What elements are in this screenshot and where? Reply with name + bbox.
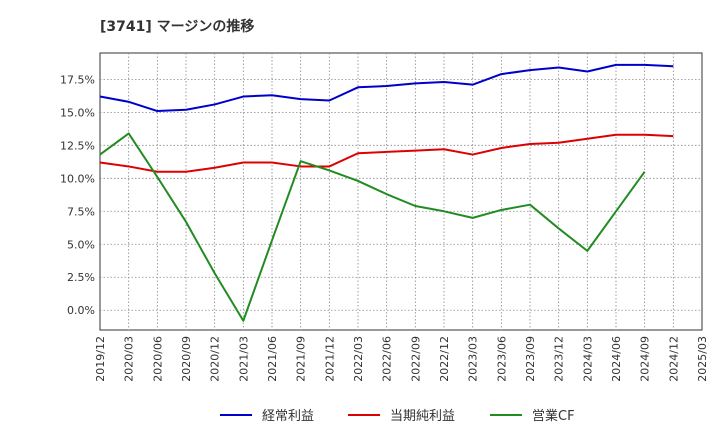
x-tick-label: 2021/03 <box>237 336 250 382</box>
plot-area <box>99 52 703 331</box>
x-tick-label: 2020/06 <box>151 336 164 382</box>
y-tick-label: 7.5% <box>67 205 95 218</box>
series-line-2 <box>99 132 646 322</box>
y-tick-label: 10.0% <box>60 172 95 185</box>
y-tick-label: 5.0% <box>67 238 95 251</box>
y-tick-label: 17.5% <box>60 73 95 86</box>
x-tick-label: 2025/03 <box>696 336 709 382</box>
x-tick-label: 2020/12 <box>209 336 222 382</box>
x-tick-label: 2024/03 <box>581 336 594 382</box>
y-axis-ticks: 0.0% 2.5% 5.0% 7.5% 10.0% 12.5% 15.0% 17.5% <box>60 73 95 317</box>
y-tick-label: 12.5% <box>60 139 95 152</box>
y-tick-label: 15.0% <box>60 106 95 119</box>
x-tick-label: 2022/09 <box>409 336 422 382</box>
x-tick-label: 2019/12 <box>94 336 107 382</box>
x-tick-label: 2023/12 <box>553 336 566 382</box>
x-tick-label: 2020/09 <box>180 336 193 382</box>
grid-lines <box>100 53 702 330</box>
x-tick-label: 2022/12 <box>438 336 451 382</box>
chart-title: [3741] マージンの推移 <box>100 18 254 35</box>
legend-label: 営業CF <box>532 408 575 424</box>
x-tick-label: 2024/06 <box>610 336 623 382</box>
x-tick-label: 2022/06 <box>381 336 394 382</box>
x-tick-label: 2023/09 <box>524 336 537 382</box>
x-tick-label: 2022/03 <box>352 336 365 382</box>
legend-label: 経常利益 <box>262 409 314 424</box>
y-tick-label: 0.0% <box>67 304 95 317</box>
series-lines <box>99 63 674 322</box>
x-tick-label: 2021/06 <box>266 336 279 382</box>
x-tick-label: 2021/12 <box>323 336 336 382</box>
x-axis-ticks: 2019/12 2020/03 2020/06 2020/09 2020/12 2021/… <box>94 336 709 382</box>
series-line-0 <box>99 63 674 113</box>
x-tick-label: 2024/12 <box>667 336 680 382</box>
x-tick-label: 2020/03 <box>123 336 136 382</box>
y-tick-label: 2.5% <box>67 271 95 284</box>
legend-label: 当期純利益 <box>390 409 455 424</box>
x-tick-label: 2023/06 <box>495 336 508 382</box>
x-tick-label: 2023/03 <box>467 336 480 382</box>
x-tick-label: 2024/09 <box>639 336 652 382</box>
x-tick-label: 2021/09 <box>295 336 308 382</box>
series-line-1 <box>99 133 674 173</box>
legend: 経常利益 当期純利益 営業CF <box>220 408 575 424</box>
